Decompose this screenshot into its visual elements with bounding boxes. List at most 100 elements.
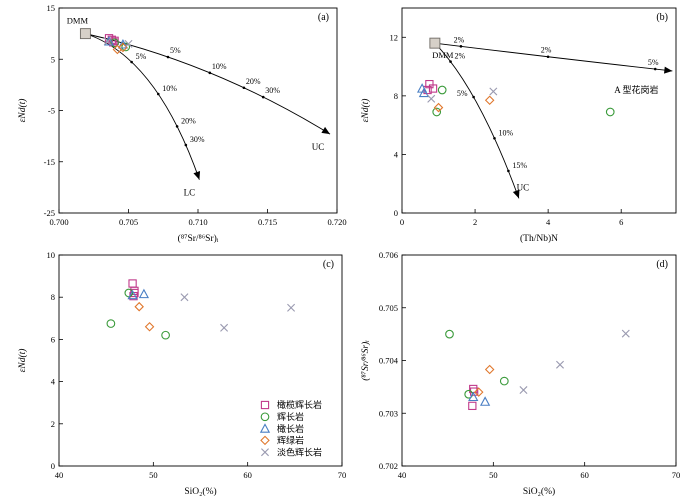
x-tick-label: 70 xyxy=(338,470,347,480)
legend-label: 淡色辉长岩 xyxy=(277,446,322,457)
data-point-troctolite xyxy=(416,83,428,93)
data-point-gabbro xyxy=(445,329,454,339)
x-tick-label: 70 xyxy=(672,470,681,480)
dmm-endmember xyxy=(79,28,91,40)
data-point-leuco-gabbro xyxy=(103,37,112,46)
x-tick-label: 0.715 xyxy=(258,217,277,227)
y-axis-title: εNd(t) xyxy=(17,99,28,123)
curve-end-label: UC xyxy=(312,142,325,152)
mixing-tick-label: 2% xyxy=(541,46,552,55)
data-point-leuco-gabbro xyxy=(427,94,436,103)
curve-end-label: LC xyxy=(184,188,196,198)
panel-label: (d) xyxy=(656,259,668,270)
mixing-tick xyxy=(156,92,160,96)
legend-label: 橄榄辉长岩 xyxy=(277,399,322,410)
mixing-tick xyxy=(459,45,463,48)
data-point-diabase xyxy=(473,387,484,397)
plot-frame xyxy=(401,254,677,467)
mixing-tick-label: 20% xyxy=(181,116,196,125)
data-point-leuco-gabbro xyxy=(180,293,189,302)
mixing-tick xyxy=(130,60,133,64)
mixing-tick xyxy=(472,95,475,99)
x-tick-label: 2 xyxy=(473,217,477,227)
x-tick-label: 0.720 xyxy=(327,217,346,227)
panel-d: 40 50 60 70 0.702 0.703 0.704 0.705 0.706 (d) SiO₂… xyxy=(360,250,680,496)
panel-a: 0.700 0.705 0.710 0.715 0.720 -25 -15 -5 5 15 (a) (… xyxy=(17,3,347,244)
panel-b: 0 2 4 6 0 4 8 12 (b) (Th/Nb)N εNd(t) UC 2% 5% 10% 15% A … xyxy=(360,7,677,244)
y-tick-label: 4 xyxy=(51,377,56,387)
data-point-gabbro xyxy=(110,38,119,48)
y-tick-label: 0.706 xyxy=(379,250,398,260)
panel-label: (c) xyxy=(323,259,334,270)
y-tick-label: -15 xyxy=(44,157,55,167)
mixing-tick xyxy=(507,169,510,173)
data-point-leuco-gabbro xyxy=(489,87,498,96)
data-point-troctolite xyxy=(479,396,491,406)
y-tick-label: 12 xyxy=(390,32,399,42)
data-point-leuco-gabbro xyxy=(621,329,630,338)
data-point-leuco-gabbro xyxy=(287,303,296,312)
dmm-label: DMM xyxy=(67,16,89,26)
mixing-tick-label: 5% xyxy=(648,58,659,67)
mixing-tick xyxy=(175,125,179,128)
data-point-troctolite xyxy=(468,391,479,402)
data-point-gabbro xyxy=(161,330,170,340)
x-tick-label: 60 xyxy=(243,470,252,480)
data-point-diabase xyxy=(484,95,495,106)
data-point-diabase xyxy=(144,321,155,332)
mixing-tick xyxy=(546,55,550,59)
data-point-troctolite xyxy=(117,39,129,49)
x-tick-label: 40 xyxy=(398,470,407,480)
panel-label: (a) xyxy=(318,12,329,23)
curve-arrowhead xyxy=(664,66,673,74)
mixing-tick xyxy=(242,86,246,90)
data-point-diabase xyxy=(134,301,144,312)
x-axis-title: (Th/Nb)N xyxy=(520,233,558,244)
x-axis-title: SiO₂(%) xyxy=(523,486,555,496)
mixing-tick-label: 30% xyxy=(190,135,205,144)
data-point-leuco-gabbro xyxy=(124,39,133,48)
mixing-tick xyxy=(449,60,452,63)
dmm-label: DMM xyxy=(432,50,454,60)
x-axis-title: SiO₂(%) xyxy=(184,486,216,496)
data-point-troctolite xyxy=(138,288,150,299)
x-tick-label: 0 xyxy=(400,217,404,227)
data-point-diabase xyxy=(433,102,444,113)
data-point-gabbro xyxy=(121,42,131,52)
y-tick-label: -5 xyxy=(48,106,55,116)
legend-marker-diabase xyxy=(260,435,270,446)
plot-frame xyxy=(401,7,677,214)
x-tick-label: 0.710 xyxy=(188,217,207,227)
plot-frame xyxy=(58,7,338,214)
mixing-tick-label: 10% xyxy=(498,128,513,137)
curve-arrowhead xyxy=(512,189,520,199)
x-tick-label: 50 xyxy=(489,470,498,480)
mixing-curve-uc xyxy=(434,42,520,199)
y-axis-title: εNd(t) xyxy=(360,99,371,123)
data-point-leuco-gabbro xyxy=(519,386,528,395)
mixing-tick-label: 10% xyxy=(212,62,227,71)
curve-arrowhead xyxy=(193,170,201,180)
x-tick-label: 60 xyxy=(580,470,589,480)
mixing-tick xyxy=(166,55,170,59)
data-point-leuco-gabbro xyxy=(556,360,564,369)
y-tick-label: 6 xyxy=(51,334,55,344)
panel-label: (b) xyxy=(656,12,668,23)
mixing-tick xyxy=(261,95,265,99)
y-tick-label: 5 xyxy=(51,54,55,64)
y-tick-label: 8 xyxy=(394,91,398,101)
mixing-curve-lc xyxy=(85,33,200,180)
data-point-olivine-gabbro xyxy=(428,84,438,93)
plot-frame xyxy=(58,254,343,467)
mixing-tick xyxy=(653,67,657,71)
mixing-tick-label: 5% xyxy=(457,89,468,98)
y-tick-label: 10 xyxy=(47,250,56,260)
mixing-tick-label: 15% xyxy=(512,161,527,170)
mixing-tick xyxy=(493,136,496,140)
data-point-olivine-gabbro xyxy=(468,401,477,411)
mixing-tick-label: 10% xyxy=(162,84,177,93)
mixing-tick-label: 2% xyxy=(455,52,466,61)
y-axis-title: εNd(t) xyxy=(17,349,28,373)
legend-label: 辉绿岩 xyxy=(277,435,304,446)
x-tick-label: 0.700 xyxy=(49,217,68,227)
